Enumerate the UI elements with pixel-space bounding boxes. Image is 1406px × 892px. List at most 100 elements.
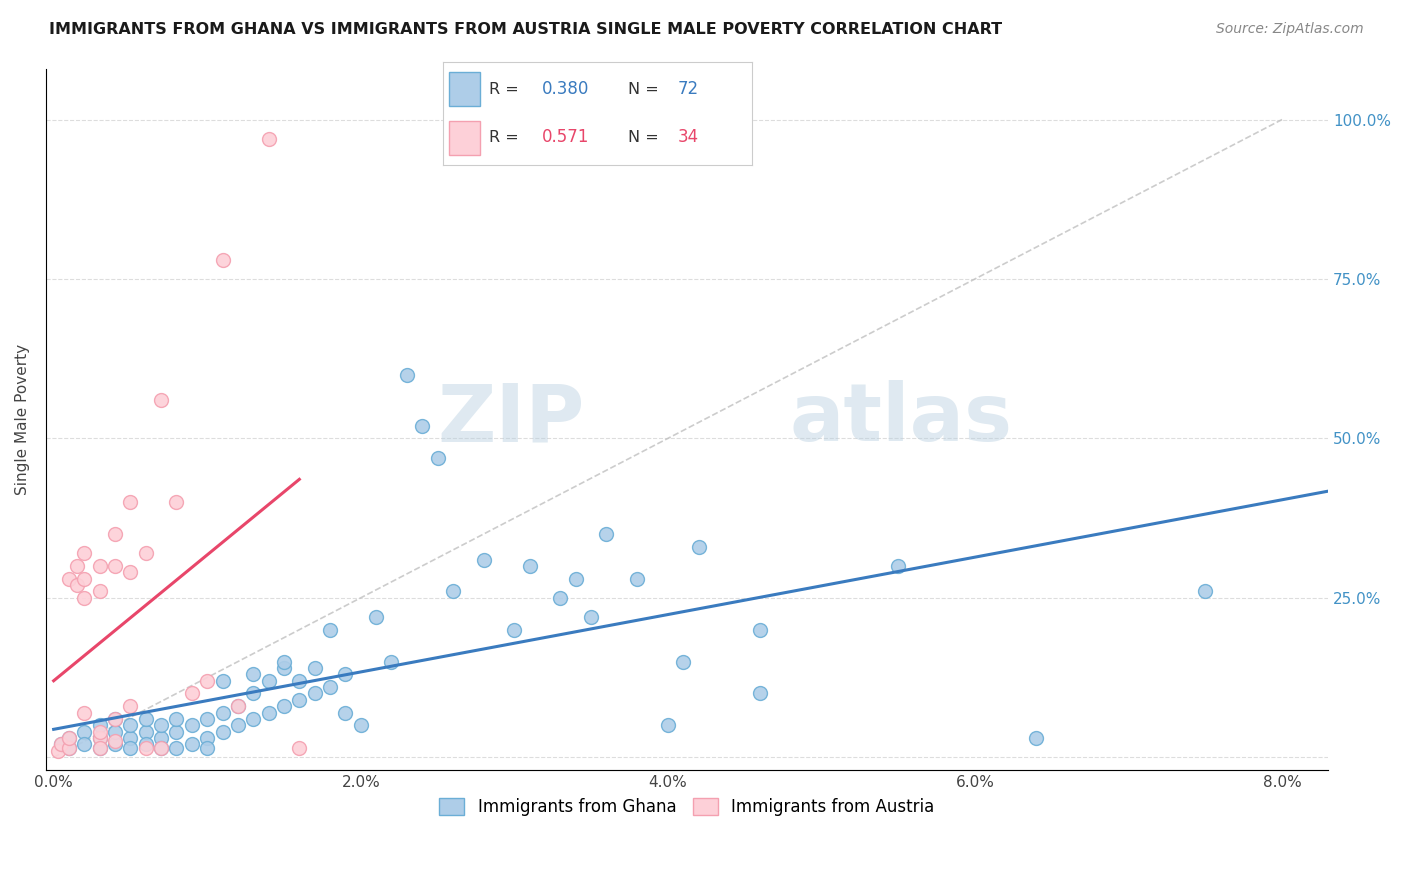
Text: R =: R = — [489, 81, 524, 96]
Point — [288, 740, 311, 755]
Point — [257, 706, 280, 720]
Point — [503, 623, 526, 637]
Point — [273, 699, 295, 714]
Point — [180, 718, 202, 732]
Point — [104, 734, 127, 748]
Point — [150, 740, 173, 755]
Point — [319, 623, 342, 637]
Point — [195, 712, 218, 726]
Point — [180, 738, 202, 752]
Point — [211, 673, 233, 688]
Point — [73, 724, 96, 739]
Point — [166, 740, 188, 755]
Text: 0.571: 0.571 — [541, 128, 589, 146]
Point — [595, 527, 617, 541]
Point — [120, 699, 142, 714]
Point — [89, 731, 111, 745]
Point — [335, 706, 357, 720]
Point — [135, 546, 157, 560]
Point — [564, 572, 586, 586]
Point — [150, 393, 173, 408]
Point — [150, 731, 173, 745]
Y-axis label: Single Male Poverty: Single Male Poverty — [15, 343, 30, 495]
Point — [441, 584, 464, 599]
Point — [89, 731, 111, 745]
Point — [472, 552, 495, 566]
Point — [319, 680, 342, 694]
Point — [66, 558, 89, 573]
Point — [150, 740, 173, 755]
Point — [887, 558, 910, 573]
Point — [89, 740, 111, 755]
Point — [46, 744, 69, 758]
Point — [58, 740, 80, 755]
Point — [1194, 584, 1216, 599]
Text: Source: ZipAtlas.com: Source: ZipAtlas.com — [1216, 22, 1364, 37]
Point — [242, 686, 264, 700]
Point — [166, 495, 188, 509]
Point — [120, 740, 142, 755]
Point — [195, 673, 218, 688]
Point — [89, 718, 111, 732]
Point — [288, 693, 311, 707]
Point — [120, 731, 142, 745]
Point — [195, 740, 218, 755]
Point — [380, 655, 402, 669]
Point — [411, 418, 433, 433]
Point — [51, 738, 73, 752]
Point — [350, 718, 373, 732]
Point — [519, 558, 541, 573]
Point — [273, 661, 295, 675]
Point — [304, 661, 326, 675]
Point — [104, 712, 127, 726]
Point — [150, 718, 173, 732]
Text: atlas: atlas — [790, 380, 1012, 458]
Point — [135, 712, 157, 726]
Point — [58, 731, 80, 745]
Point — [579, 610, 602, 624]
Point — [104, 558, 127, 573]
Point — [73, 706, 96, 720]
Point — [242, 712, 264, 726]
Point — [288, 673, 311, 688]
Point — [89, 584, 111, 599]
Point — [226, 699, 249, 714]
Point — [257, 673, 280, 688]
Point — [104, 712, 127, 726]
Text: IMMIGRANTS FROM GHANA VS IMMIGRANTS FROM AUSTRIA SINGLE MALE POVERTY CORRELATION: IMMIGRANTS FROM GHANA VS IMMIGRANTS FROM… — [49, 22, 1002, 37]
Point — [51, 738, 73, 752]
Text: R =: R = — [489, 130, 524, 145]
Point — [242, 667, 264, 681]
Point — [426, 450, 449, 465]
Text: 0.380: 0.380 — [541, 80, 589, 98]
Point — [58, 740, 80, 755]
Point — [395, 368, 418, 382]
Point — [366, 610, 388, 624]
Point — [226, 718, 249, 732]
Point — [688, 540, 710, 554]
Point — [135, 740, 157, 755]
Point — [89, 724, 111, 739]
Point — [104, 527, 127, 541]
Point — [672, 655, 695, 669]
Point — [304, 686, 326, 700]
Point — [195, 731, 218, 745]
Point — [89, 558, 111, 573]
Point — [180, 686, 202, 700]
Point — [120, 495, 142, 509]
Point — [273, 655, 295, 669]
Point — [135, 724, 157, 739]
FancyBboxPatch shape — [449, 71, 479, 105]
FancyBboxPatch shape — [449, 121, 479, 155]
Point — [104, 738, 127, 752]
Point — [89, 740, 111, 755]
Point — [550, 591, 572, 605]
Point — [626, 572, 648, 586]
Point — [58, 731, 80, 745]
Point — [257, 131, 280, 145]
Text: N =: N = — [628, 130, 665, 145]
Point — [211, 724, 233, 739]
Point — [226, 699, 249, 714]
Point — [73, 546, 96, 560]
Point — [135, 738, 157, 752]
